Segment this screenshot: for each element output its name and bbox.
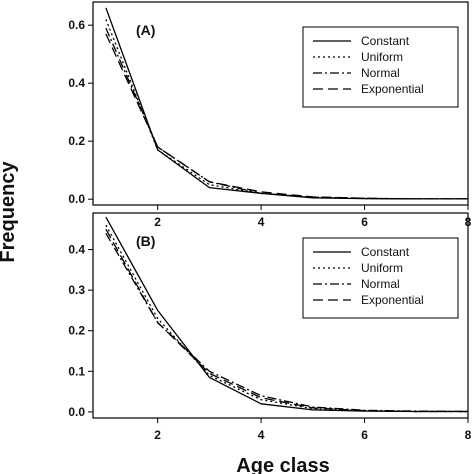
y-tick-label: 0.4 (68, 76, 85, 90)
x-tick-label: 4 (258, 428, 265, 442)
x-tick-label: 2 (154, 215, 161, 229)
panel-label: (B) (136, 233, 155, 249)
y-tick-label: 0.3 (68, 283, 85, 297)
series-line-uniform (105, 224, 468, 413)
y-tick-label: 0.2 (68, 134, 85, 148)
x-tick-label: 8 (465, 428, 472, 442)
legend-label-normal: Normal (361, 66, 400, 80)
y-tick-label: 0.0 (68, 405, 85, 419)
plot-frame (92, 1, 469, 206)
legend-label-uniform: Uniform (361, 261, 403, 275)
x-tick-label: 4 (258, 215, 265, 229)
x-tick-label: 6 (361, 428, 368, 442)
x-tick-label: 6 (361, 215, 368, 229)
plot-frame (92, 212, 469, 419)
legend-box (302, 26, 459, 108)
y-tick-label: 0.2 (68, 324, 85, 338)
panel-a: 0.00.20.40.62 4 6 8(A)ConstantUniformNormal… (68, 1, 472, 229)
legend-label-uniform: Uniform (361, 50, 403, 64)
legend: Constant Uniform Normal Exponential (302, 26, 459, 108)
x-axis-title: Age class (236, 455, 329, 474)
y-axis-title: Frequency (0, 161, 19, 263)
y-tick-label: 0.1 (68, 364, 85, 378)
y-tick-label: 0.0 (68, 192, 85, 206)
panel-b: 0.0 0.1 0.2 0.3 0.4 2 4 6 8 (B) Constant Uniform Nor… (68, 212, 472, 442)
legend-label-exponential: Exponential (361, 293, 424, 307)
legend-label-normal: Normal (361, 277, 400, 291)
y-tick-label: 0.6 (68, 18, 85, 32)
legend-label-exponential: Exponential (361, 82, 424, 96)
series-line-exponential (105, 228, 468, 413)
x-tick-label: 2 (154, 428, 161, 442)
legend-box (302, 237, 459, 319)
legend: Constant Uniform Normal Exponential (302, 237, 459, 319)
legend-label-constant: Constant (361, 245, 410, 259)
y-tick-label: 0.4 (68, 243, 85, 257)
series-line-normal (105, 27, 468, 200)
legend-label-constant: Constant (361, 34, 410, 48)
panel-label: (A) (136, 22, 155, 38)
